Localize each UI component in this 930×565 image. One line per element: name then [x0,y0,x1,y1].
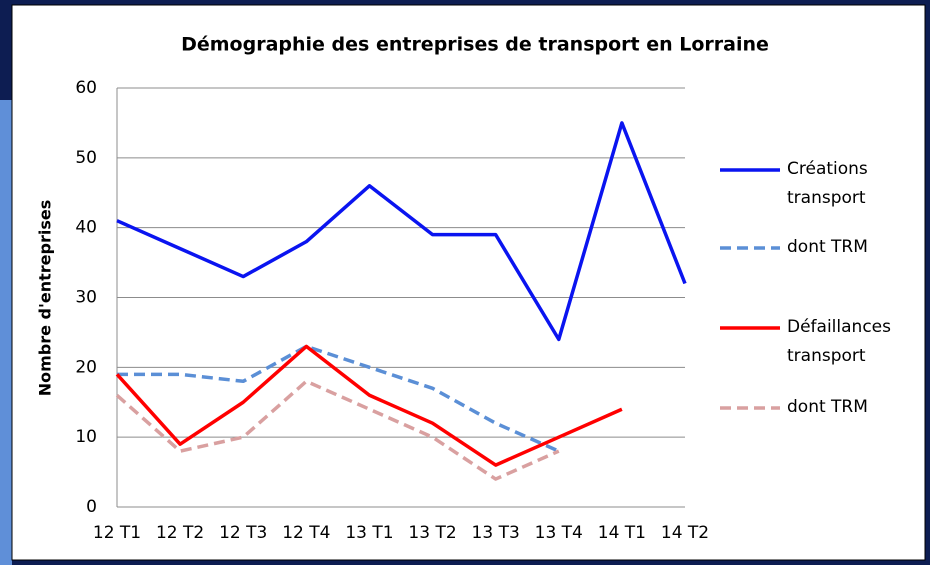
chart-title: Démographie des entreprises de transport… [181,34,769,56]
y-tick-label: 40 [75,218,97,238]
legend-label: Créations transport [787,159,868,208]
series-line [116,121,687,342]
x-tick-label: 13 T2 [408,523,456,543]
x-tick-label: 14 T1 [598,523,646,543]
x-tick-label: 12 T2 [156,523,204,543]
x-tick-label: 13 T1 [345,523,393,543]
series-line [115,379,560,481]
y-tick-label: 10 [75,427,97,447]
legend-label: dont TRM [787,237,868,257]
y-tick-label: 60 [75,78,97,98]
x-tick-label: 13 T4 [535,523,583,543]
y-tick-label: 30 [75,288,97,308]
x-tick-label: 12 T1 [93,523,141,543]
legend-label: Défaillances transport [787,317,891,366]
y-tick-label: 20 [75,357,97,377]
series-line [115,344,623,467]
y-axis-label: Nombre d'entreprises [36,200,55,397]
x-tick-label: 12 T4 [282,523,330,543]
y-tick-label: 50 [75,148,97,168]
series-line [117,344,560,453]
legend-label: dont TRM [787,397,868,417]
y-tick-label: 0 [86,497,97,517]
chart-area [11,4,926,561]
x-tick-label: 13 T3 [472,523,520,543]
x-tick-label: 12 T3 [219,523,267,543]
side-strip [0,100,12,565]
x-tick-label: 14 T2 [661,523,709,543]
